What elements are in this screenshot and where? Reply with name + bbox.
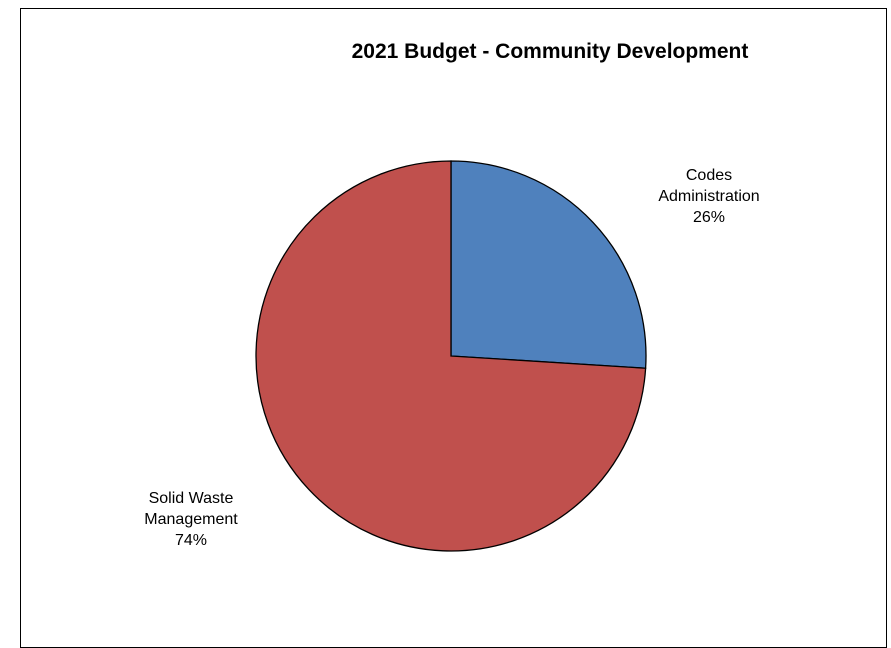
- pie-labels: Codes Administration 26% Solid Waste Managem…: [144, 167, 759, 549]
- slice-percent: 74%: [175, 532, 207, 549]
- pie-slice: [255, 160, 647, 552]
- slice-percent: 26%: [693, 209, 725, 226]
- slice-name-line: Management: [144, 511, 238, 528]
- chart-title: 2021 Budget - Community Development: [351, 40, 749, 63]
- slice-label: Solid Waste Management 74%: [144, 490, 238, 549]
- slice-name-line: Administration: [658, 188, 759, 205]
- slice-name-line: Solid Waste: [149, 490, 234, 507]
- pie-slice: [450, 160, 647, 369]
- slice-label: Codes Administration 26%: [658, 167, 759, 226]
- slice-name-line: Codes: [686, 167, 732, 184]
- pie-slices: [255, 160, 647, 552]
